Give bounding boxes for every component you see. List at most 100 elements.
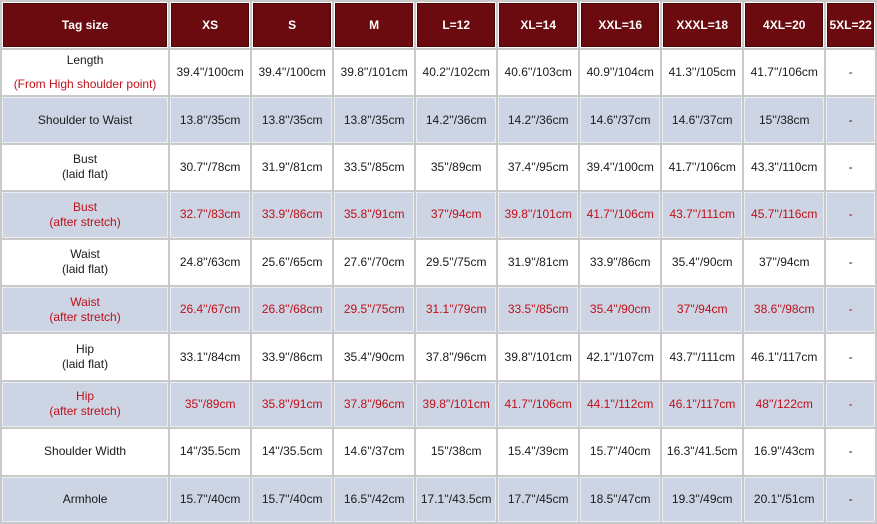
table-cell: - — [826, 97, 875, 143]
header-row: Tag size XS S M L=12 XL=14 XXL=16 XXXL=1… — [2, 2, 875, 48]
row-label: Waist (laid flat) — [2, 239, 169, 285]
row-label-sub: (laid flat) — [62, 357, 109, 372]
table-cell: 13.8''/35cm — [252, 97, 333, 143]
table-cell: 45.7''/116cm — [744, 192, 825, 238]
row-label: Hip (after stretch) — [2, 381, 169, 428]
table-cell: 39.8''/101cm — [498, 192, 579, 238]
row-label-sub: (after stretch) — [49, 404, 121, 419]
table-cell: 43.7''/111cm — [662, 192, 743, 238]
table-cell: 13.8''/35cm — [334, 97, 415, 143]
table-cell: 35.4''/90cm — [334, 334, 415, 380]
table-cell: - — [826, 476, 875, 522]
table-cell: 31.1''/79cm — [416, 286, 497, 333]
row-label-sub: (laid flat) — [62, 262, 109, 277]
table-cell: 31.9''/81cm — [498, 239, 579, 285]
table-cell: 35.8''/91cm — [252, 381, 333, 428]
table-cell: 14''/35.5cm — [170, 429, 251, 475]
table-cell: 46.1''/117cm — [744, 334, 825, 380]
table-cell: 17.1''/43.5cm — [416, 476, 497, 522]
header-size-l: L=12 — [416, 2, 497, 48]
table-cell: 33.5''/85cm — [498, 286, 579, 333]
table-cell: 32.7''/83cm — [170, 192, 251, 238]
table-cell: 43.3''/110cm — [744, 144, 825, 191]
table-cell: 33.9''/86cm — [252, 334, 333, 380]
table-row-length: Length (From High shoulder point) 39.4''/1… — [2, 50, 875, 96]
row-label-sub: (laid flat) — [62, 167, 109, 182]
table-cell: 13.8''/35cm — [170, 97, 251, 143]
table-cell: 17.7''/45cm — [498, 476, 579, 522]
table-row-armhole: Armhole 15.7''/40cm 15.7''/40cm 16.5''/42cm… — [2, 476, 875, 522]
row-label: Waist (after stretch) — [2, 286, 169, 333]
table-cell: - — [826, 50, 875, 96]
table-cell: 18.5''/47cm — [580, 476, 661, 522]
table-cell: 30.7''/78cm — [170, 144, 251, 191]
table-cell: - — [826, 381, 875, 428]
table-cell: 15''/38cm — [744, 97, 825, 143]
row-label: Bust (after stretch) — [2, 192, 169, 238]
table-cell: 33.9''/86cm — [252, 192, 333, 238]
row-label: Bust (laid flat) — [2, 144, 169, 191]
row-label-main: Armhole — [62, 491, 108, 506]
table-cell: 39.4''/100cm — [170, 50, 251, 96]
table-row-shoulder-width: Shoulder Width 14''/35.5cm 14''/35.5cm 14.6… — [2, 429, 875, 475]
table-cell: 39.4''/100cm — [252, 50, 333, 96]
table-cell: 37.4''/95cm — [498, 144, 579, 191]
table-cell: 41.7''/106cm — [580, 192, 661, 238]
header-tag-size: Tag size — [2, 2, 169, 48]
table-cell: 16.9''/43cm — [744, 429, 825, 475]
row-label-main: Bust — [73, 152, 98, 167]
row-label: Armhole — [2, 476, 169, 522]
table-row-hip-laid-flat: Hip (laid flat) 33.1''/84cm 33.9''/86cm 35.4… — [2, 334, 875, 380]
header-size-xl: XL=14 — [498, 2, 579, 48]
table-cell: 26.4''/67cm — [170, 286, 251, 333]
table-cell: 26.8''/68cm — [252, 286, 333, 333]
table-cell: - — [826, 144, 875, 191]
row-label: Hip (laid flat) — [2, 334, 169, 380]
table-cell: 46.1''/117cm — [662, 381, 743, 428]
table-cell: 16.5''/42cm — [334, 476, 415, 522]
row-label-main: Length — [66, 53, 104, 68]
row-label-sub: (after stretch) — [49, 214, 121, 229]
table-cell: 37''/94cm — [662, 286, 743, 333]
table-cell: 41.7''/106cm — [744, 50, 825, 96]
table-cell: 16.3''/41.5cm — [662, 429, 743, 475]
table-cell: 39.4''/100cm — [580, 144, 661, 191]
table-cell: 39.8''/101cm — [498, 334, 579, 380]
table-row-bust-laid-flat: Bust (laid flat) 30.7''/78cm 31.9''/81cm 33.… — [2, 144, 875, 191]
table-cell: 40.2''/102cm — [416, 50, 497, 96]
table-cell: 15.4''/39cm — [498, 429, 579, 475]
table-cell: - — [826, 286, 875, 333]
table-cell: 39.8''/101cm — [334, 50, 415, 96]
table-cell: 40.6''/103cm — [498, 50, 579, 96]
table-cell: 40.9''/104cm — [580, 50, 661, 96]
row-label: Shoulder Width — [2, 429, 169, 475]
row-label-main: Shoulder to Waist — [37, 112, 133, 127]
row-label-main: Shoulder Width — [44, 444, 127, 459]
table-cell: 43.7''/111cm — [662, 334, 743, 380]
table-cell: 41.7''/106cm — [498, 381, 579, 428]
header-size-xs: XS — [170, 2, 251, 48]
table-cell: 14.6''/37cm — [334, 429, 415, 475]
table-cell: 14.2''/36cm — [416, 97, 497, 143]
table-cell: 24.8''/63cm — [170, 239, 251, 285]
table-cell: 15.7''/40cm — [170, 476, 251, 522]
table-cell: 37.8''/96cm — [416, 334, 497, 380]
row-label-sub: (From High shoulder point) — [13, 77, 157, 92]
header-size-4xl: 4XL=20 — [744, 2, 825, 48]
table-cell: 20.1''/51cm — [744, 476, 825, 522]
table-row-waist-after-stretch: Waist (after stretch) 26.4''/67cm 26.8''/68… — [2, 286, 875, 333]
table-cell: 37.8''/96cm — [334, 381, 415, 428]
table-cell: 41.3''/105cm — [662, 50, 743, 96]
table-cell: 35.8''/91cm — [334, 192, 415, 238]
table-row-shoulder-to-waist: Shoulder to Waist 13.8''/35cm 13.8''/35cm 1… — [2, 97, 875, 143]
table-cell: 39.8''/101cm — [416, 381, 497, 428]
table-cell: 44.1''/112cm — [580, 381, 661, 428]
table-cell: 37''/94cm — [416, 192, 497, 238]
table-cell: 37''/94cm — [744, 239, 825, 285]
row-label: Shoulder to Waist — [2, 97, 169, 143]
header-size-5xl: 5XL=22 — [826, 2, 875, 48]
table-cell: 31.9''/81cm — [252, 144, 333, 191]
table-cell: 33.1''/84cm — [170, 334, 251, 380]
table-cell: 35.4''/90cm — [580, 286, 661, 333]
